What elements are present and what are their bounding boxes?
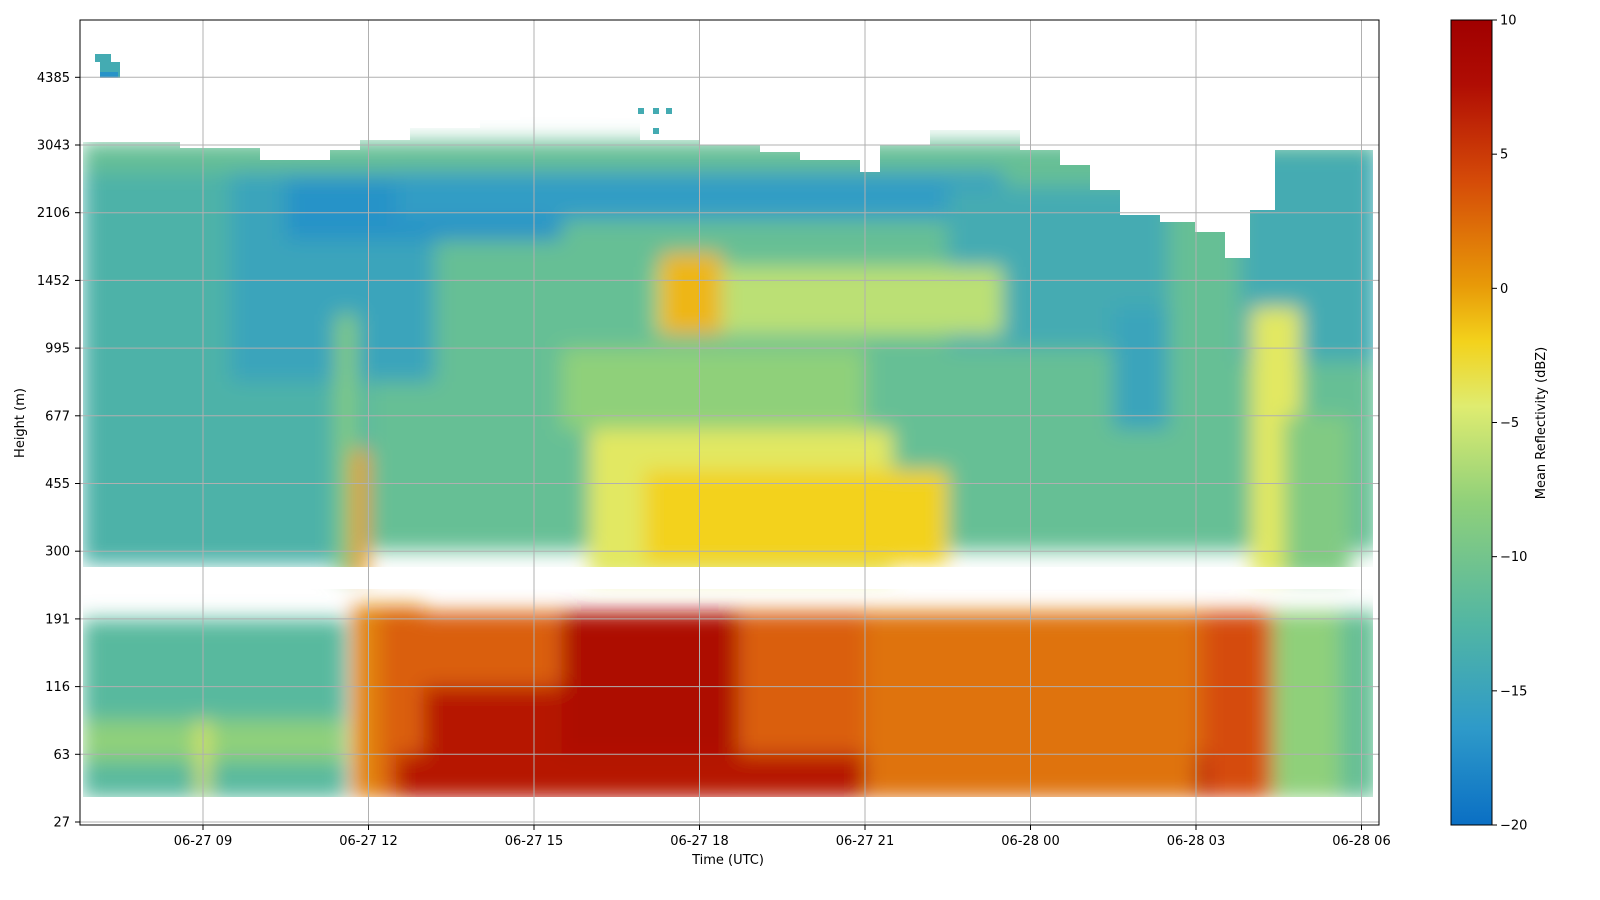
heatmap-cell xyxy=(81,720,347,762)
no-data-right xyxy=(1373,20,1379,825)
colorbar-tick-label: 0 xyxy=(1500,282,1508,297)
colorbar-tick-label: −20 xyxy=(1500,819,1527,834)
heatmap-cell xyxy=(1207,612,1263,799)
isolated-echo xyxy=(653,108,659,114)
colorbar-tick-label: 5 xyxy=(1500,148,1508,163)
y-tick-label: 191 xyxy=(45,612,70,627)
colorbar-tick-label: 10 xyxy=(1500,14,1517,29)
x-tick-label: 06-28 00 xyxy=(1001,834,1059,849)
data-gap-band xyxy=(80,567,1379,589)
no-data-bottom xyxy=(80,797,1379,825)
y-tick-label: 300 xyxy=(45,545,70,560)
y-tick-label: 4385 xyxy=(37,71,70,86)
heatmap-cell xyxy=(644,469,948,565)
x-tick-label: 06-28 03 xyxy=(1167,834,1225,849)
isolated-echo xyxy=(638,108,644,114)
heatmap-cell xyxy=(1273,612,1340,799)
y-tick-label: 995 xyxy=(45,342,70,357)
y-tick-label: 116 xyxy=(45,680,70,695)
heatmap-cell xyxy=(561,348,865,430)
heatmap-cell xyxy=(1113,307,1169,430)
colorbar-label: Mean Reflectivity (dBZ) xyxy=(1534,347,1549,500)
heatmap-cell xyxy=(660,253,722,335)
x-tick-label: 06-27 09 xyxy=(174,834,232,849)
colorbar-tick-label: −5 xyxy=(1500,416,1519,431)
colorbar-tick-label: −10 xyxy=(1500,550,1527,565)
no-data-left xyxy=(80,20,83,825)
colorbar-ticks: 10 5 0 −5 −10 −15 −20 xyxy=(1492,14,1527,834)
x-tick-label: 06-28 06 xyxy=(1332,834,1390,849)
grid xyxy=(80,20,1379,825)
heatmap-cell xyxy=(351,449,369,579)
isolated-echo xyxy=(100,72,118,78)
x-tick-label: 06-27 15 xyxy=(505,834,563,849)
y-tick-label: 3043 xyxy=(37,139,70,154)
plot-frame xyxy=(79,19,1380,826)
y-tick-label: 2106 xyxy=(37,206,70,221)
y-tick-label: 27 xyxy=(53,816,70,831)
isolated-echo xyxy=(95,54,111,62)
isolated-echo xyxy=(653,128,659,134)
y-axis: 27 63 116 191 300 455 677 995 1452 2106 3043 4385 xyxy=(37,71,80,831)
heatmap-cell xyxy=(81,618,347,799)
x-tick-label: 06-27 21 xyxy=(836,834,894,849)
x-tick-label: 06-27 18 xyxy=(670,834,728,849)
heatmap-cell xyxy=(1284,415,1351,579)
y-tick-label: 1452 xyxy=(37,274,70,289)
heatmap-cell xyxy=(1339,612,1379,799)
colorbar: 10 5 0 −5 −10 −15 −20 Mean Reflectivity (dBZ) xyxy=(1450,14,1549,834)
colorbar-tick-label: −15 xyxy=(1500,684,1527,699)
y-axis-label: Height (m) xyxy=(13,388,28,458)
x-tick-label: 06-27 12 xyxy=(339,834,397,849)
y-tick-label: 677 xyxy=(45,409,70,424)
isolated-echo xyxy=(666,108,672,114)
heatmap-field xyxy=(80,20,1379,825)
x-axis: 06-27 09 06-27 12 06-27 15 06-27 18 06-27 21… xyxy=(174,825,1391,849)
y-tick-label: 455 xyxy=(45,477,70,492)
colorbar-gradient xyxy=(1450,19,1493,826)
x-axis-label: Time (UTC) xyxy=(691,853,764,868)
y-tick-label: 63 xyxy=(53,748,70,763)
no-data-above-cloud xyxy=(80,20,1379,258)
